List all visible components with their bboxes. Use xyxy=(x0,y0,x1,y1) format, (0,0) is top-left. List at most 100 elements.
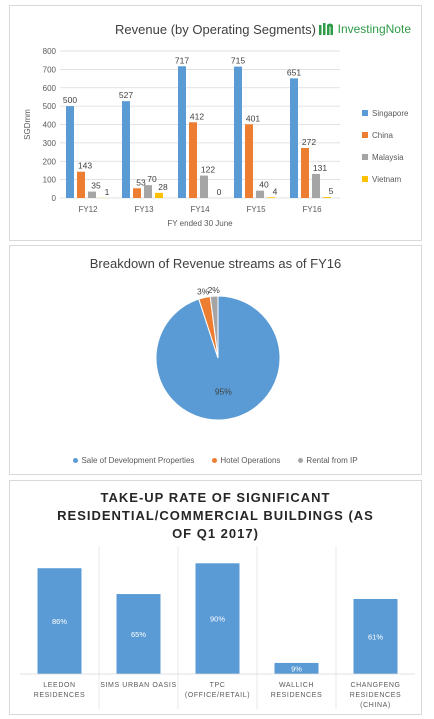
y-tick-label: 200 xyxy=(43,157,57,166)
x-tick-label: FY15 xyxy=(246,205,266,214)
bar-singapore xyxy=(234,66,242,199)
bar-singapore xyxy=(178,66,186,198)
x-tick-label: FY12 xyxy=(78,205,98,214)
take-up-bar xyxy=(353,598,398,674)
legend-entry-development: Sale of Development Properties xyxy=(73,456,194,465)
pie-slice-label: 2% xyxy=(208,285,221,295)
take-up-category-label: RESIDENCES xyxy=(271,692,323,699)
bar-malaysia xyxy=(312,173,320,198)
y-tick-label: 0 xyxy=(52,194,57,203)
take-up-category-label: (OFFICE/RETAIL) xyxy=(185,692,250,699)
legend-label-china: China xyxy=(372,131,393,140)
bar-malaysia xyxy=(256,190,264,198)
bar-malaysia xyxy=(144,185,152,198)
bar-singapore xyxy=(66,106,74,198)
bar-china xyxy=(245,124,253,198)
bar-value-label: 35 xyxy=(91,181,101,191)
bar-value-label: 412 xyxy=(190,111,204,121)
take-up-title-line-3: OF Q1 2017) xyxy=(172,526,259,541)
bar-value-label: 5 xyxy=(329,186,334,196)
bar-malaysia xyxy=(200,175,208,198)
y-tick-label: 500 xyxy=(43,102,57,111)
take-up-category-label: CHANGFENG xyxy=(350,682,400,689)
pie-slice xyxy=(209,295,219,359)
pie-legend: Sale of Development Properties Hotel Ope… xyxy=(10,456,421,465)
revenue-bar-chart: 0100200300400500600700800SGDmm500143351F… xyxy=(23,47,409,228)
bar-value-label: 527 xyxy=(119,90,133,100)
take-up-bar xyxy=(116,594,161,674)
take-up-value-label: 65% xyxy=(131,630,146,639)
y-tick-label: 100 xyxy=(43,176,57,185)
revenue-pie-chart: 95% 3%2% xyxy=(155,285,281,421)
investingnote-brand[interactable]: InvestingNote xyxy=(318,22,411,36)
take-up-title-line-2: RESIDENTIAL/COMMERCIAL BUILDINGS (AS xyxy=(57,508,374,523)
take-up-chart-title: TAKE-UP RATE OF SIGNIFICANT RESIDENTIAL/… xyxy=(10,489,421,543)
bar-value-label: 53 xyxy=(136,177,146,187)
bar-value-label: 40 xyxy=(259,180,269,190)
bar-value-label: 70 xyxy=(147,174,157,184)
take-up-value-label: 61% xyxy=(368,632,383,641)
take-up-category-label: LEEDON xyxy=(43,682,75,689)
bar-value-label: 715 xyxy=(231,56,245,66)
legend-dot-development xyxy=(73,458,79,463)
take-up-category-label: RESIDENCES xyxy=(350,692,402,699)
take-up-category-label: SIMS URBAN OASIS xyxy=(100,682,177,689)
legend-label-development: Sale of Development Properties xyxy=(81,456,195,465)
y-axis-label: SGDmm xyxy=(23,109,32,140)
bar-value-label: 272 xyxy=(302,137,316,147)
legend-entry-hotel: Hotel Operations xyxy=(212,456,280,465)
bar-vietnam xyxy=(267,197,275,198)
legend-label-hotel: Hotel Operations xyxy=(220,456,281,465)
bar-china xyxy=(189,122,197,198)
revenue-chart-title: Revenue (by Operating Segments) xyxy=(115,22,316,37)
legend-swatch-malaysia xyxy=(362,154,368,160)
y-tick-label: 600 xyxy=(43,84,57,93)
x-tick-label: FY13 xyxy=(134,205,154,214)
take-up-bar-chart: 86% LEEDON RESIDENCES 65% SIMS URBAN OASIS 90… xyxy=(20,546,415,709)
legend-label-malaysia: Malaysia xyxy=(372,153,404,162)
bar-value-label: 0 xyxy=(217,187,222,197)
bar-value-label: 122 xyxy=(201,165,215,175)
legend-dot-rental xyxy=(298,458,304,463)
take-up-bar xyxy=(195,563,240,674)
take-up-value-label: 90% xyxy=(210,615,225,624)
brand-name: InvestingNote xyxy=(337,22,411,36)
bar-china xyxy=(77,171,85,198)
legend-label-singapore: Singapore xyxy=(372,109,409,118)
take-up-value-label: 86% xyxy=(52,617,67,626)
legend-dot-hotel xyxy=(212,458,218,463)
bar-value-label: 28 xyxy=(158,182,168,192)
bar-value-label: 4 xyxy=(273,186,278,196)
investingnote-logo-icon xyxy=(318,23,333,35)
legend-label-vietnam: Vietnam xyxy=(372,175,402,184)
y-tick-label: 700 xyxy=(43,65,57,74)
legend-swatch-singapore xyxy=(362,110,368,116)
bar-vietnam xyxy=(155,192,163,198)
x-tick-label: FY16 xyxy=(302,205,322,214)
take-up-category-label: (CHINA) xyxy=(360,702,391,709)
bar-value-label: 651 xyxy=(287,67,301,77)
take-up-bar xyxy=(274,662,319,674)
take-up-value-label: 9% xyxy=(291,664,302,673)
bar-vietnam xyxy=(323,197,331,198)
take-up-title-line-1: TAKE-UP RATE OF SIGNIFICANT xyxy=(100,490,331,505)
legend-swatch-china xyxy=(362,132,368,138)
bar-china xyxy=(301,148,309,198)
y-tick-label: 800 xyxy=(43,47,57,56)
bar-value-label: 401 xyxy=(246,113,260,123)
take-up-category-label: TPC xyxy=(210,682,226,689)
bar-value-label: 131 xyxy=(313,163,327,173)
bar-malaysia xyxy=(88,191,96,198)
legend-entry-rental: Rental from IP xyxy=(298,456,358,465)
revenue-chart-panel: Revenue (by Operating Segments) Investin… xyxy=(9,5,422,241)
bar-singapore xyxy=(122,101,130,198)
bar-value-label: 143 xyxy=(78,161,92,171)
pie-slice-label: 95% xyxy=(215,387,232,397)
bar-singapore xyxy=(290,78,298,198)
bar-value-label: 1 xyxy=(105,187,110,197)
bar-value-label: 500 xyxy=(63,95,77,105)
take-up-bar xyxy=(37,568,82,674)
legend-swatch-vietnam xyxy=(362,176,368,182)
legend-label-rental: Rental from IP xyxy=(306,456,358,465)
take-up-rate-panel: TAKE-UP RATE OF SIGNIFICANT RESIDENTIAL/… xyxy=(9,480,422,715)
